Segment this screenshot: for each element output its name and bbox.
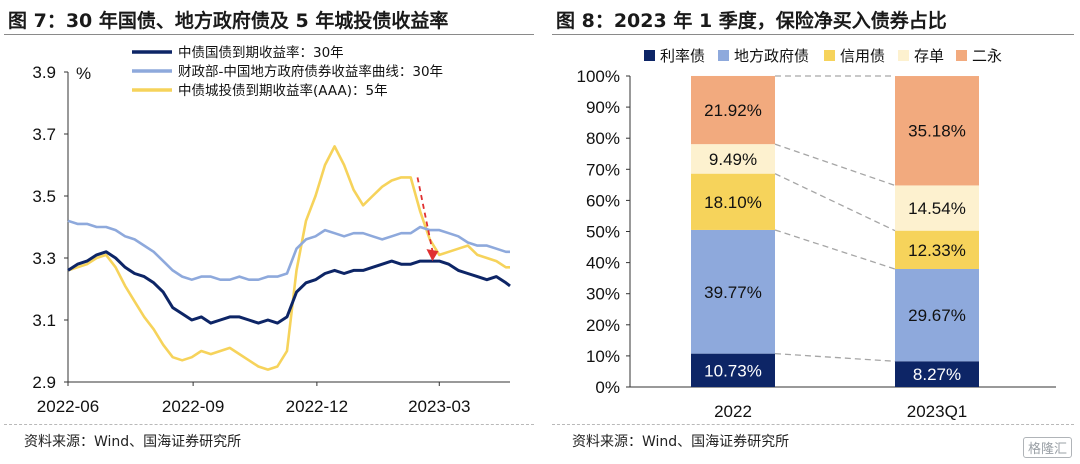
bar-segment-1 (895, 361, 979, 387)
series-connector-line (774, 352, 896, 362)
y-tick-label: 3.9 (32, 63, 56, 82)
y-tick-label: 30% (586, 285, 620, 304)
annotation-arrow-head (426, 249, 439, 262)
bar-data-label: 8.27% (913, 365, 961, 384)
legend-label-4: 存单 (914, 47, 944, 65)
left-source-note: 资料来源：Wind、国海证券研究所 (24, 434, 242, 450)
legend-label-3: 信用债 (840, 47, 885, 65)
left-title-rule (4, 34, 534, 35)
line-chart: 3.9 3.7 3.5 3.3 3.1 2.9% 2022-06 2022-09 2022-12… (32, 44, 511, 416)
right-source-rule (552, 424, 1074, 425)
bar-data-label: 14.54% (908, 199, 966, 218)
bar-data-label: 18.10% (704, 193, 762, 212)
left-chart-panel: 图 7：30 年国债、地方政府债及 5 年城投债收益率 3.9 3.7 3.5 3.3… (4, 10, 534, 450)
y-tick-label: 100% (577, 67, 620, 86)
x-tick-label: 2022-06 (37, 397, 99, 416)
y-tick-label: 3.1 (32, 311, 56, 330)
bar-data-label: 10.73% (704, 361, 762, 380)
x-tick-label: 2022-09 (162, 397, 224, 416)
legend-swatch-1 (644, 50, 655, 61)
y-tick-label: 90% (586, 98, 620, 117)
series-line-3 (67, 145, 510, 371)
bar-data-label: 39.77% (704, 283, 762, 302)
y-tick-label: 80% (586, 129, 620, 148)
y-tick-label: 10% (586, 347, 620, 366)
legend-swatch-3 (824, 50, 835, 61)
y-tick-label: 50% (586, 223, 620, 242)
bar-data-label: 29.67% (908, 306, 966, 325)
y-tick-label: 20% (586, 316, 620, 335)
series-connector-line (774, 229, 896, 270)
legend-label-2: 财政部-中国地方政府债券收益率曲线：30年 (178, 63, 443, 80)
bar-segment-4 (895, 185, 979, 231)
bar-segment-1 (691, 353, 775, 387)
legend-label-2: 地方政府债 (734, 47, 809, 65)
right-chart-panel: 图 8：2023 年 1 季度，保险净买入债券占比 0% 10% 20% 30% 40%… (548, 0, 1080, 464)
right-chart-title: 图 8：2023 年 1 季度，保险净买入债券占比 (556, 10, 947, 32)
legend-label-1: 利率债 (660, 47, 705, 65)
legend-label-1: 中债国债到期收益率：30年 (178, 44, 344, 61)
legend-swatch-4 (898, 50, 909, 61)
series-line-1 (67, 250, 511, 325)
series-line-2 (67, 219, 510, 282)
x-tick-label: 2023-03 (408, 397, 470, 416)
bar-segment-2 (895, 269, 979, 362)
left-chart-title: 图 7：30 年国债、地方政府债及 5 年城投债收益率 (8, 10, 449, 32)
left-source-rule (4, 424, 534, 425)
y-tick-label: 3.7 (32, 125, 56, 144)
bar-segment-2 (691, 229, 775, 354)
x-category-label: 2023Q1 (907, 402, 968, 420)
y-tick-label: 3.5 (32, 187, 56, 206)
y-tick-label: 40% (586, 254, 620, 273)
x-tick-label: 2022-12 (286, 397, 348, 416)
y-tick-label: 2.9 (32, 373, 56, 392)
right-source-note: 资料来源：Wind、国海证券研究所 (572, 434, 790, 450)
bar-data-label: 9.49% (709, 150, 757, 169)
bar-segment-4 (691, 144, 775, 174)
unit-label: % (76, 64, 91, 83)
bar-segment-5 (691, 75, 775, 145)
legend-label-5: 二永 (972, 47, 1002, 65)
right-title-rule (552, 34, 1074, 35)
watermark-logo: 格隆汇 (1022, 437, 1072, 458)
legend-swatch-5 (956, 50, 967, 61)
bar-data-label: 12.33% (908, 241, 966, 260)
bar-segment-5 (895, 76, 979, 186)
x-category-label: 2022 (714, 402, 752, 420)
y-tick-label: 3.3 (32, 249, 56, 268)
y-tick-label: 70% (586, 160, 620, 179)
y-tick-label: 0% (595, 378, 620, 397)
stacked-bar-chart: 0% 10% 20% 30% 40% 50% 60% 70% 80% 90% 100% 10.73% 3… (577, 47, 1056, 420)
legend-label-3: 中债城投债到期收益率(AAA)：5年 (178, 82, 388, 99)
bar-data-label: 21.92% (704, 101, 762, 120)
series-connector-line (774, 143, 896, 187)
bar-segment-3 (895, 230, 979, 270)
annotation-arrow-line (416, 177, 434, 252)
legend-swatch-2 (718, 50, 729, 61)
bar-data-label: 35.18% (908, 122, 966, 141)
series-connector-line (774, 173, 896, 232)
bar-segment-3 (691, 173, 775, 230)
y-tick-label: 60% (586, 191, 620, 210)
